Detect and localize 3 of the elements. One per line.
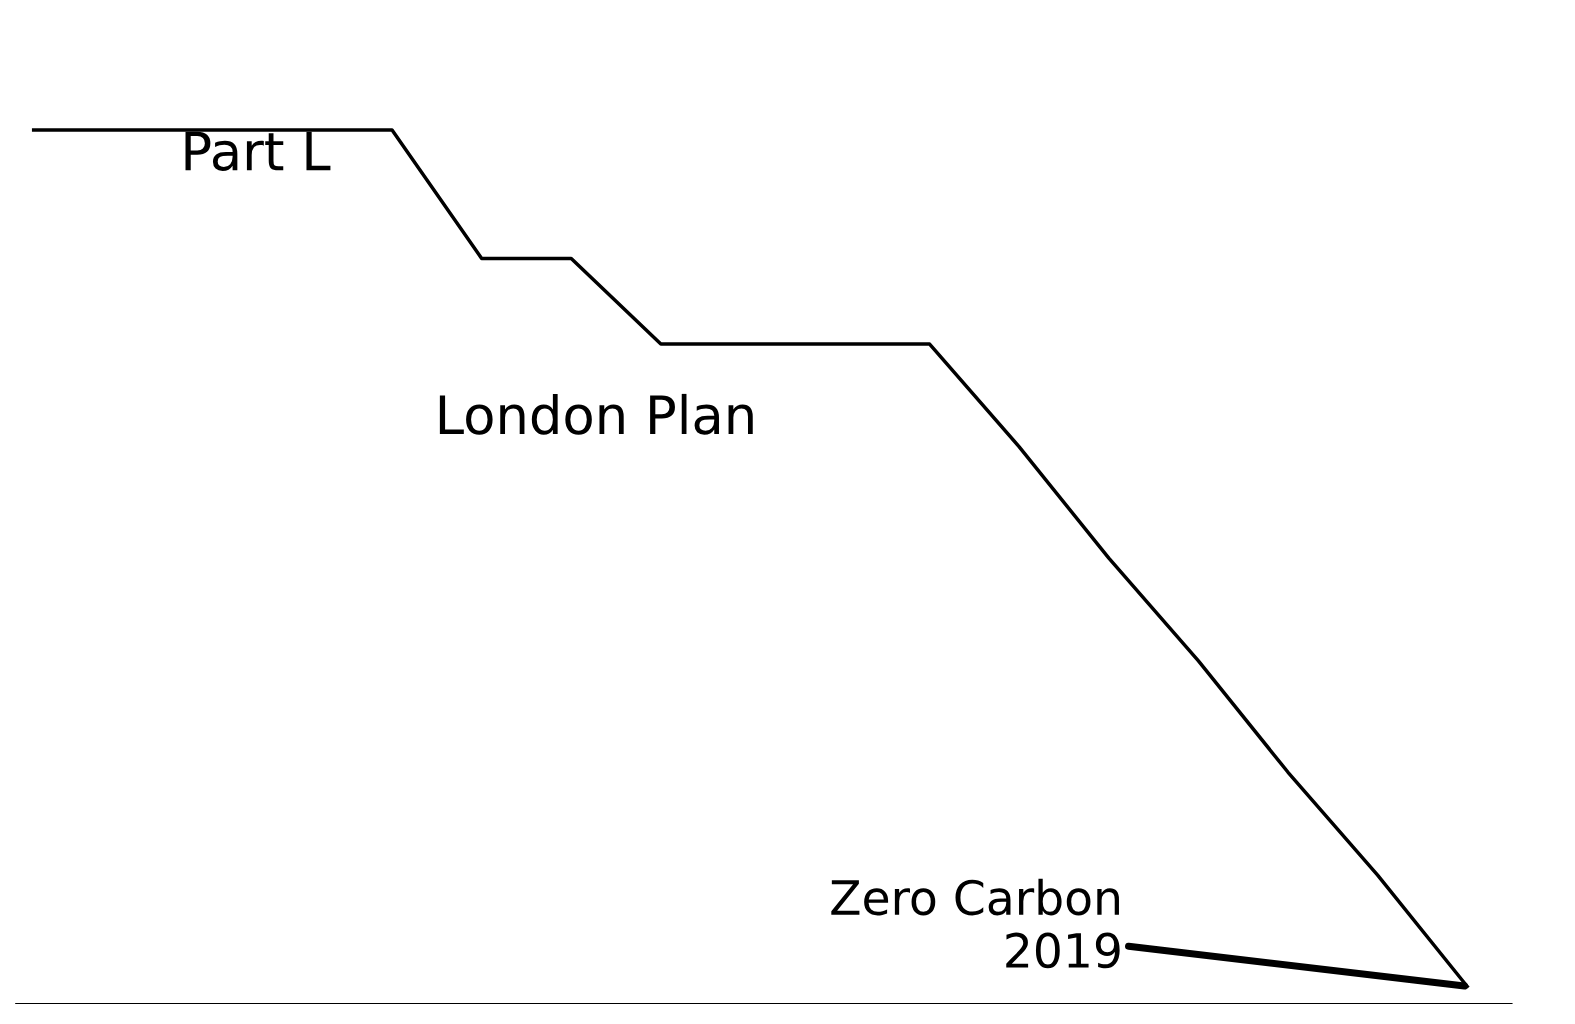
annotation: Zero Carbon 2019: [831, 878, 1120, 969]
annotation: Part L: [185, 131, 331, 171]
annotation: London Plan: [439, 393, 753, 435]
